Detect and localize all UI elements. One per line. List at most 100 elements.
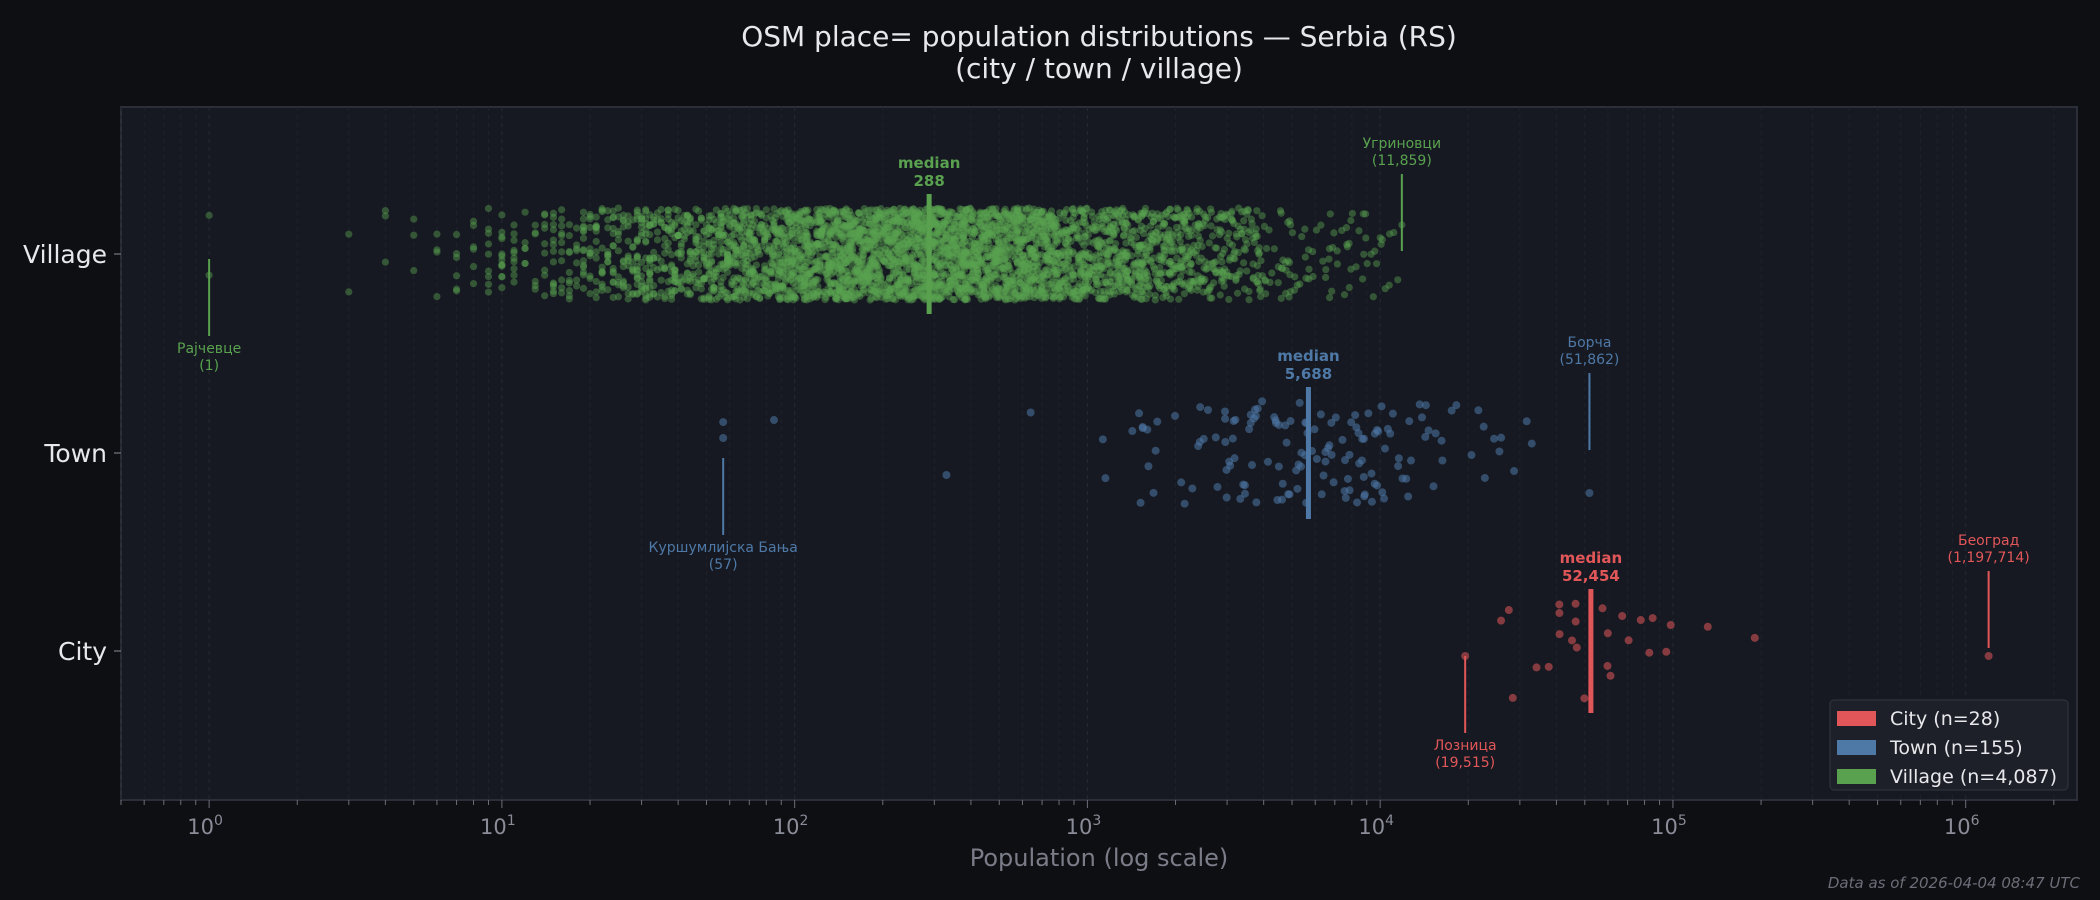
data-point-village xyxy=(912,211,920,219)
data-point-town xyxy=(1188,484,1197,493)
data-point-village xyxy=(1342,224,1351,232)
data-point-village xyxy=(1149,262,1158,271)
data-point-village xyxy=(705,263,713,271)
data-point-village xyxy=(781,239,790,247)
data-point-village xyxy=(819,206,827,214)
data-point-village xyxy=(976,219,984,227)
data-point-village xyxy=(1013,283,1021,292)
data-point-village xyxy=(1284,257,1292,265)
data-point-village xyxy=(653,209,662,217)
data-point-village xyxy=(592,288,600,296)
data-point-village xyxy=(619,258,627,266)
data-point-village xyxy=(776,286,784,294)
data-point-village xyxy=(1180,262,1188,270)
data-point-city xyxy=(1618,612,1627,621)
data-point-village xyxy=(1051,215,1060,223)
data-point-village xyxy=(692,257,700,265)
data-point-village xyxy=(1181,213,1190,221)
data-point-village xyxy=(717,260,725,269)
data-point-village xyxy=(728,254,736,263)
data-point-village xyxy=(1160,243,1169,251)
data-point-town xyxy=(1353,498,1362,507)
data-point-village xyxy=(579,246,588,254)
data-point-village xyxy=(1033,212,1041,221)
data-point-village xyxy=(671,205,679,213)
data-point-village xyxy=(719,217,727,225)
data-point-village xyxy=(934,262,942,270)
data-point-village xyxy=(1146,232,1154,240)
data-point-village xyxy=(558,222,566,230)
data-point-village xyxy=(1016,213,1025,221)
data-point-village xyxy=(982,293,990,302)
data-point-village xyxy=(1198,220,1207,228)
data-point-village xyxy=(1245,228,1253,236)
data-point-town xyxy=(1467,451,1476,460)
data-point-village xyxy=(1077,288,1085,297)
data-point-village xyxy=(730,225,738,233)
data-point-village xyxy=(940,248,948,256)
data-point-village xyxy=(1309,272,1317,281)
data-point-village xyxy=(710,284,718,292)
data-point-village xyxy=(908,251,916,259)
data-point-village xyxy=(683,290,691,298)
data-point-village xyxy=(742,232,750,240)
data-point-village xyxy=(985,239,993,247)
data-point-village xyxy=(469,243,478,251)
data-point-village xyxy=(1210,265,1218,273)
data-point-village xyxy=(646,211,654,219)
data-point-village xyxy=(677,242,685,250)
data-point-village xyxy=(1035,213,1043,221)
data-point-village xyxy=(598,268,606,276)
data-point-village xyxy=(1140,210,1148,218)
data-point-village xyxy=(619,277,627,285)
data-point-village xyxy=(771,285,780,293)
data-point-village xyxy=(1075,219,1084,227)
data-point-village xyxy=(1199,288,1207,296)
data-point-village xyxy=(1049,289,1058,297)
data-point-village xyxy=(789,279,797,287)
data-point-village xyxy=(830,223,838,232)
data-point-village xyxy=(833,224,842,232)
data-point-village xyxy=(806,238,814,246)
data-point-village xyxy=(1116,288,1124,296)
data-point-village xyxy=(1367,250,1375,258)
data-point-village xyxy=(835,278,843,286)
data-point-village xyxy=(1369,293,1377,301)
data-point-village xyxy=(745,249,753,257)
data-point-village xyxy=(732,261,740,269)
data-point-village xyxy=(859,245,867,253)
data-point-village xyxy=(829,221,837,230)
data-point-village xyxy=(913,235,922,243)
data-point-town xyxy=(1177,478,1186,487)
data-point-village xyxy=(1061,252,1069,261)
data-point-village xyxy=(898,276,906,284)
data-point-village xyxy=(837,230,845,238)
data-point-town xyxy=(1221,407,1230,416)
data-point-village xyxy=(983,214,991,222)
data-point-village xyxy=(1155,256,1163,264)
data-point-town xyxy=(1325,441,1334,450)
data-point-village xyxy=(700,227,708,235)
data-point-village xyxy=(1208,294,1216,302)
data-point-village xyxy=(952,263,960,272)
data-point-village xyxy=(993,289,1001,297)
data-point-village xyxy=(1381,285,1389,293)
data-point-village xyxy=(1095,266,1103,274)
data-point-village xyxy=(1055,214,1063,223)
data-point-village xyxy=(845,245,854,253)
data-point-village xyxy=(1127,234,1135,243)
data-point-village xyxy=(995,285,1003,293)
data-point-village xyxy=(1139,260,1147,269)
data-point-village xyxy=(818,230,826,238)
data-point-town xyxy=(1380,444,1389,453)
data-point-village xyxy=(994,245,1002,253)
data-point-village xyxy=(579,226,588,235)
data-point-village xyxy=(668,289,676,297)
data-point-village xyxy=(433,248,441,256)
data-point-village xyxy=(889,294,897,303)
data-point-village xyxy=(531,285,539,293)
data-point-village xyxy=(726,220,734,228)
data-point-village xyxy=(1181,255,1189,263)
data-point-village xyxy=(787,249,795,257)
data-point-village xyxy=(803,269,811,278)
